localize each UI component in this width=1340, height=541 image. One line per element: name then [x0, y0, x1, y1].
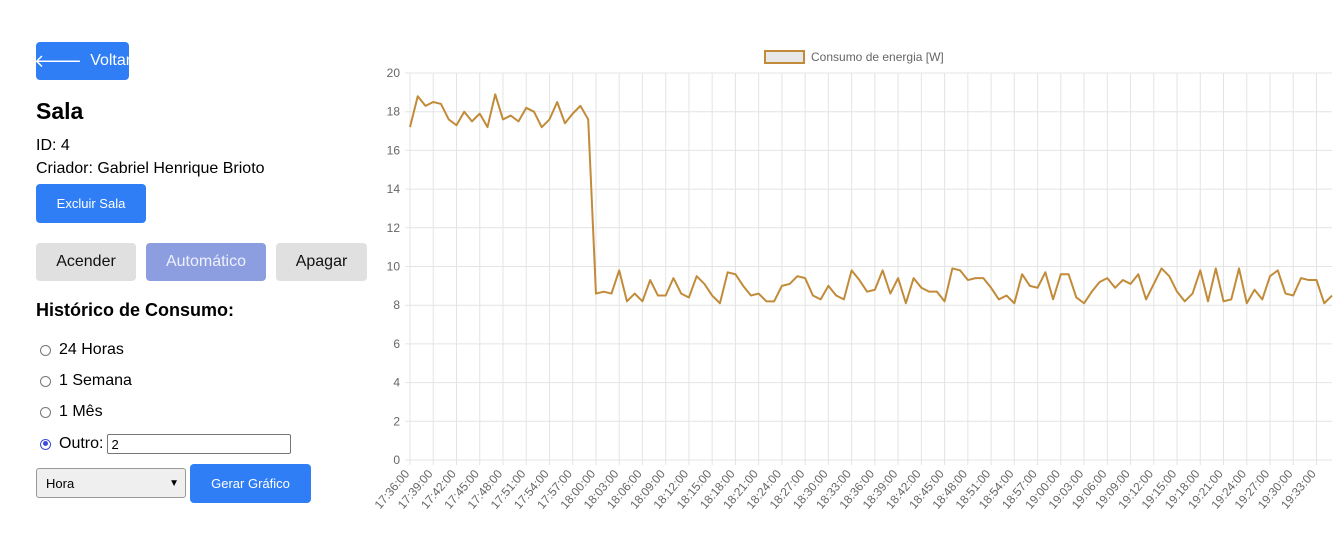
radio-other-label: Outro:	[59, 435, 104, 452]
y-tick-label: 10	[387, 260, 401, 274]
radio-1-month-label: 1 Mês	[59, 403, 103, 420]
back-button-label: Voltar	[90, 52, 132, 69]
radio-1-month-circle[interactable]	[40, 406, 51, 418]
y-tick-label: 2	[393, 414, 400, 428]
y-tick-label: 4	[393, 376, 400, 390]
y-tick-label: 8	[393, 298, 400, 312]
radio-other[interactable]: Outro:	[40, 434, 292, 454]
radio-24-hours-circle[interactable]	[40, 344, 51, 356]
history-title: Histórico de Consumo:	[36, 300, 235, 320]
radio-other-circle[interactable]	[40, 438, 51, 450]
legend-label: Consumo de energia [W]	[811, 50, 944, 64]
chevron-down-icon: ▼	[169, 477, 179, 489]
y-tick-label: 16	[387, 143, 401, 157]
radio-24-hours-label: 24 Horas	[59, 341, 124, 358]
generate-chart-button[interactable]: Gerar Gráfico	[190, 464, 311, 503]
legend-swatch	[764, 50, 805, 64]
room-title: Sala	[36, 98, 84, 124]
y-tick-label: 14	[387, 182, 401, 196]
automatic-button[interactable]: Automático	[146, 243, 266, 281]
radio-1-week-circle[interactable]	[40, 375, 51, 387]
radio-1-week[interactable]: 1 Semana	[40, 372, 132, 390]
radio-1-month[interactable]: 1 Mês	[40, 403, 103, 421]
radio-24-hours[interactable]: 24 Horas	[40, 341, 124, 359]
room-id: ID: 4	[36, 137, 70, 154]
y-tick-label: 18	[387, 105, 401, 119]
delete-room-button[interactable]: Excluir Sala	[36, 184, 146, 223]
arrow-left-icon: 🡐	[33, 50, 83, 71]
turn-off-button[interactable]: Apagar	[276, 243, 367, 281]
y-tick-label: 12	[387, 221, 401, 235]
time-unit-selected: Hora	[46, 475, 75, 491]
y-tick-label: 20	[387, 66, 401, 80]
back-button[interactable]: 🡐 Voltar	[33, 42, 132, 80]
time-unit-select[interactable]: Hora ▼	[36, 468, 186, 498]
turn-on-button[interactable]: Acender	[36, 243, 136, 281]
series-line	[409, 93, 1333, 305]
room-creator: Criador: Gabriel Henrique Brioto	[36, 160, 265, 177]
radio-1-week-label: 1 Semana	[59, 372, 132, 389]
y-tick-label: 0	[393, 453, 400, 467]
consumption-chart: 0246810121416182017:36:0017:39:0017:42:0…	[372, 50, 1333, 512]
y-tick-label: 6	[393, 337, 400, 351]
other-value-input[interactable]	[107, 434, 292, 454]
